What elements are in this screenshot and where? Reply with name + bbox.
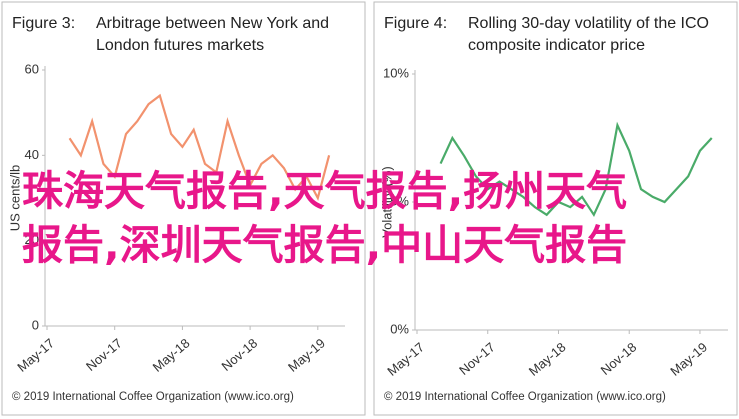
figure-label: Figure 3: <box>12 15 75 32</box>
y-tick-label: 0 <box>32 317 39 332</box>
data-line <box>68 93 331 202</box>
overlay-line: 报告,深圳天气报告,中山天气报告 <box>22 221 628 269</box>
figure-frame <box>1 1 366 416</box>
x-tick-label: May-19 <box>285 335 328 374</box>
y-tick-label: 5% <box>390 193 409 208</box>
x-tick-label: May-17 <box>384 339 427 378</box>
y-tick-label: 60 <box>25 61 39 76</box>
source-note: © 2019 International Coffee Organization… <box>384 391 666 403</box>
data-line <box>439 121 713 218</box>
x-tick-label: Nov-18 <box>598 339 640 377</box>
x-tick-label: Nov-18 <box>218 335 260 373</box>
y-tick-label: 10% <box>383 65 409 80</box>
x-tick-label: Nov-17 <box>83 335 125 373</box>
figure-frame <box>373 1 738 416</box>
chart-title: Rolling 30-day volatility of the ICO <box>468 15 709 32</box>
x-tick-label: May-19 <box>667 339 710 378</box>
chart-title: composite indicator price <box>468 37 645 54</box>
y-axis-label: Volatility (%) <box>379 166 394 238</box>
y-tick-label: 40 <box>25 147 39 162</box>
x-tick-label: May-18 <box>526 339 569 378</box>
chart-title: Arbitrage between New York and <box>96 15 329 32</box>
y-tick-label: 20 <box>25 232 39 247</box>
figure-label: Figure 4: <box>384 15 447 32</box>
overlay-text: 珠海天气报告,天气报告,扬州天气 报告,深圳天气报告,中山天气报告 <box>22 164 627 272</box>
x-tick-label: Nov-17 <box>456 339 498 377</box>
x-tick-label: May-17 <box>14 335 57 374</box>
chart-title: London futures markets <box>96 37 264 54</box>
y-axis-label: US cents/lb <box>7 165 22 231</box>
source-note: © 2019 International Coffee Organization… <box>12 391 294 403</box>
y-tick-label: 0% <box>390 321 409 336</box>
overlay-line: 珠海天气报告,天气报告,扬州天气 <box>22 167 628 215</box>
x-tick-label: May-18 <box>150 335 193 374</box>
